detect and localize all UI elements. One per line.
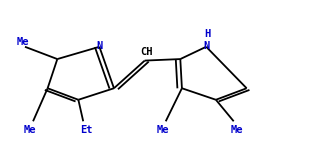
Text: H: H — [205, 29, 211, 40]
Text: N: N — [96, 41, 102, 51]
Text: N: N — [203, 41, 209, 51]
Text: Me: Me — [156, 126, 169, 135]
Text: Me: Me — [17, 37, 30, 47]
Text: Et: Et — [80, 126, 93, 135]
Text: CH: CH — [140, 47, 152, 57]
Text: Me: Me — [231, 126, 243, 135]
Text: Me: Me — [24, 126, 36, 135]
